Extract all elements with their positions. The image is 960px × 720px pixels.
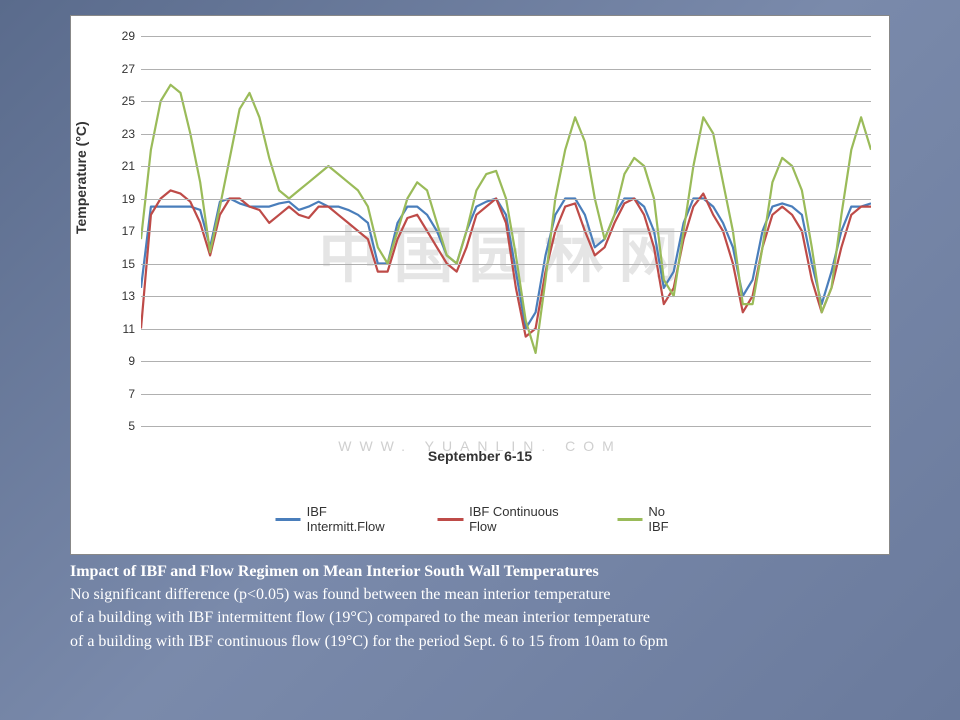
caption-line-3: of a building with IBF continuous flow (… [70,630,890,653]
y-axis-label: Temperature (°C) [73,121,89,234]
y-tick-label: 15 [122,257,135,271]
gridline [141,361,871,362]
caption-line-2: of a building with IBF intermittent flow… [70,606,890,629]
legend-label: No IBF [648,504,684,534]
caption-line-1: No significant difference (p<0.05) was f… [70,583,890,606]
chart-panel: Temperature (°C) 中国园林网 57911131517192123… [70,15,890,555]
legend-item: IBF Intermitt.Flow [276,504,398,534]
legend-item: IBF Continuous Flow [438,504,577,534]
legend-label: IBF Continuous Flow [469,504,577,534]
y-tick-label: 29 [122,29,135,43]
gridline [141,426,871,427]
gridline [141,166,871,167]
legend-swatch [276,518,301,521]
gridline [141,134,871,135]
y-tick-label: 25 [122,94,135,108]
plot-area: 中国园林网 57911131517192123252729 [141,36,871,426]
y-tick-label: 13 [122,289,135,303]
gridline [141,296,871,297]
y-tick-label: 7 [128,387,135,401]
gridline [141,199,871,200]
y-tick-label: 23 [122,127,135,141]
gridline [141,101,871,102]
gridline [141,231,871,232]
y-tick-label: 5 [128,419,135,433]
y-tick-label: 27 [122,62,135,76]
legend-swatch [617,518,642,521]
gridline [141,394,871,395]
gridline [141,69,871,70]
y-tick-label: 19 [122,192,135,206]
legend: IBF Intermitt.Flow IBF Continuous Flow No … [276,504,685,534]
legend-label: IBF Intermitt.Flow [307,504,398,534]
caption-title: Impact of IBF and Flow Regimen on Mean I… [70,560,890,583]
y-tick-label: 21 [122,159,135,173]
y-tick-label: 11 [123,322,135,336]
gridline [141,264,871,265]
gridline [141,329,871,330]
y-tick-label: 9 [128,354,135,368]
y-tick-label: 17 [122,224,135,238]
caption: Impact of IBF and Flow Regimen on Mean I… [70,560,890,653]
gridline [141,36,871,37]
legend-item: No IBF [617,504,684,534]
legend-swatch [438,518,463,521]
x-axis-label: September 6-15 [428,448,532,464]
